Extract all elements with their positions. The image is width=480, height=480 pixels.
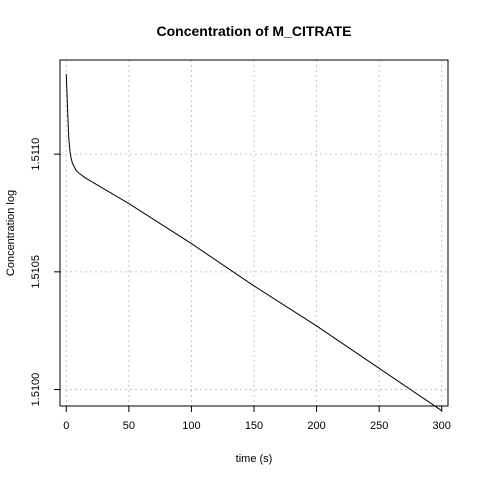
y-axis-label: Concentration log	[5, 190, 17, 276]
x-tick-label: 150	[245, 420, 263, 432]
y-tick-label: 1.5105	[30, 255, 42, 289]
series-line	[65, 74, 443, 412]
x-axis-label: time (s)	[236, 453, 273, 465]
x-tick-label: 0	[63, 420, 69, 432]
y-tick-label: 1.5110	[30, 138, 42, 171]
x-axis: 0 50 100 150 200 250 300	[63, 406, 451, 432]
x-tick-label: 50	[123, 420, 135, 432]
chart-title: Concentration of M_CITRATE	[157, 23, 352, 39]
grid	[60, 60, 448, 406]
x-tick-label: 100	[182, 420, 200, 432]
x-tick-label: 250	[370, 420, 388, 432]
x-tick-label: 300	[433, 420, 451, 432]
y-tick-label: 1.5100	[30, 373, 42, 407]
y-axis: 1.5100 1.5105 1.5110	[30, 138, 60, 407]
x-tick-label: 200	[307, 420, 325, 432]
